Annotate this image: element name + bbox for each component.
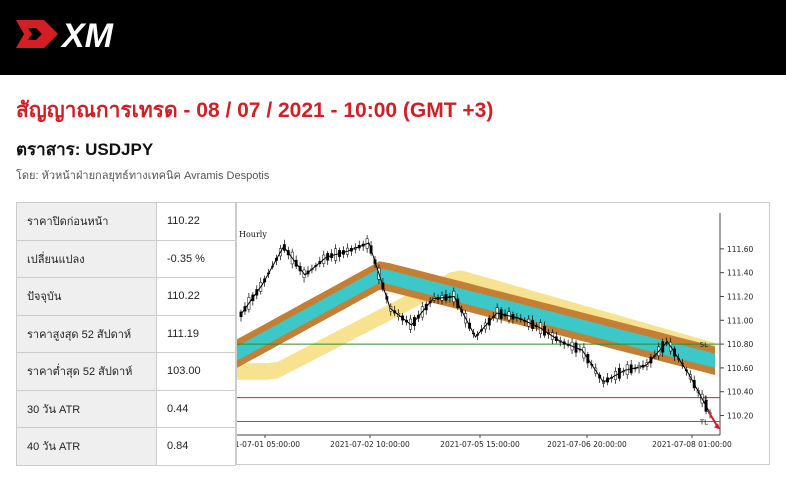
y-tick-label: 111.00 [727,316,753,325]
level-label-tl: TL [699,418,708,426]
xm-logo[interactable]: XM [14,14,134,54]
price-chart: Hourly SL EL TL 111.60 111.40 111.20 111.00 110.… [236,202,770,465]
instrument-title: ตราสาร: USDJPY [16,140,154,159]
stats-table: ราคาปิดก่อนหน้า 110.22 เปลี่ยนแปลง -0.35 % ป… [16,202,236,466]
inner-band [237,268,715,368]
top-banner: XM [0,0,786,75]
stat-label: ราคาปิดก่อนหน้า [16,202,157,241]
stat-label: เปลี่ยนแปลง [16,239,157,278]
stat-value: 103.00 [156,352,236,391]
x-tick-label: 2021-07-08 01:00:00 [652,440,732,449]
target-arrow [707,410,719,428]
stat-value: 111.19 [156,314,236,353]
stat-label: ราคาสูงสุด 52 สัปดาห์ [16,314,157,353]
stats-row: ราคาต่ำสุด 52 สัปดาห์ 103.00 [16,352,236,391]
x-tick-label: 2021-07-02 10:00:00 [330,440,410,449]
svg-text:XM: XM [60,17,114,54]
stats-row: ราคาสูงสุด 52 สัปดาห์ 111.19 [16,314,236,353]
stats-row: เปลี่ยนแปลง -0.35 % [16,239,236,278]
stats-row: 30 วัน ATR 0.44 [16,389,236,428]
stat-label: ราคาต่ำสุด 52 สัปดาห์ [16,352,157,391]
stat-value: 110.22 [156,202,236,241]
stat-value: 0.84 [156,427,236,466]
candle-body [239,311,243,317]
author-byline: โดย: หัวหน้าฝ่ายกลยุทธ์ทางเทคนิค Avramis… [16,170,270,182]
x-tick-label: 2021-07-06 20:00:00 [547,440,627,449]
y-tick-label: 110.40 [727,388,753,397]
target-arrow-head [714,423,720,430]
stats-row: ปัจจุบัน 110.22 [16,277,236,316]
timeframe-label: Hourly [239,230,267,239]
stat-label: 30 วัน ATR [16,389,157,428]
y-tick-label: 110.20 [727,412,753,421]
stat-label: ปัจจุบัน [16,277,157,316]
stat-value: -0.35 % [156,239,236,278]
y-tick-label: 111.40 [727,269,753,278]
level-label-el: EL [700,395,708,403]
y-tick-label: 110.80 [727,340,753,349]
stats-row: ราคาปิดก่อนหน้า 110.22 [16,202,236,241]
y-tick-label: 111.20 [727,292,753,301]
x-tick-label: 21-07-01 05:00:00 [237,440,300,449]
stats-row: 40 วัน ATR 0.84 [16,427,236,466]
y-tick-label: 111.60 [727,245,753,254]
zigzag-line [240,242,711,414]
stat-label: 40 วัน ATR [16,427,157,466]
chart-svg: Hourly SL EL TL 111.60 111.40 111.20 111.00 110.… [237,213,753,449]
stat-value: 110.22 [156,277,236,316]
level-label-sl: SL [700,341,708,349]
y-tick-label: 110.60 [727,364,753,373]
stat-value: 0.44 [156,389,236,428]
signal-headline: สัญญาณการเทรด - 08 / 07 / 2021 - 10:00 (… [16,99,494,122]
x-tick-label: 2021-07-05 15:00:00 [440,440,520,449]
